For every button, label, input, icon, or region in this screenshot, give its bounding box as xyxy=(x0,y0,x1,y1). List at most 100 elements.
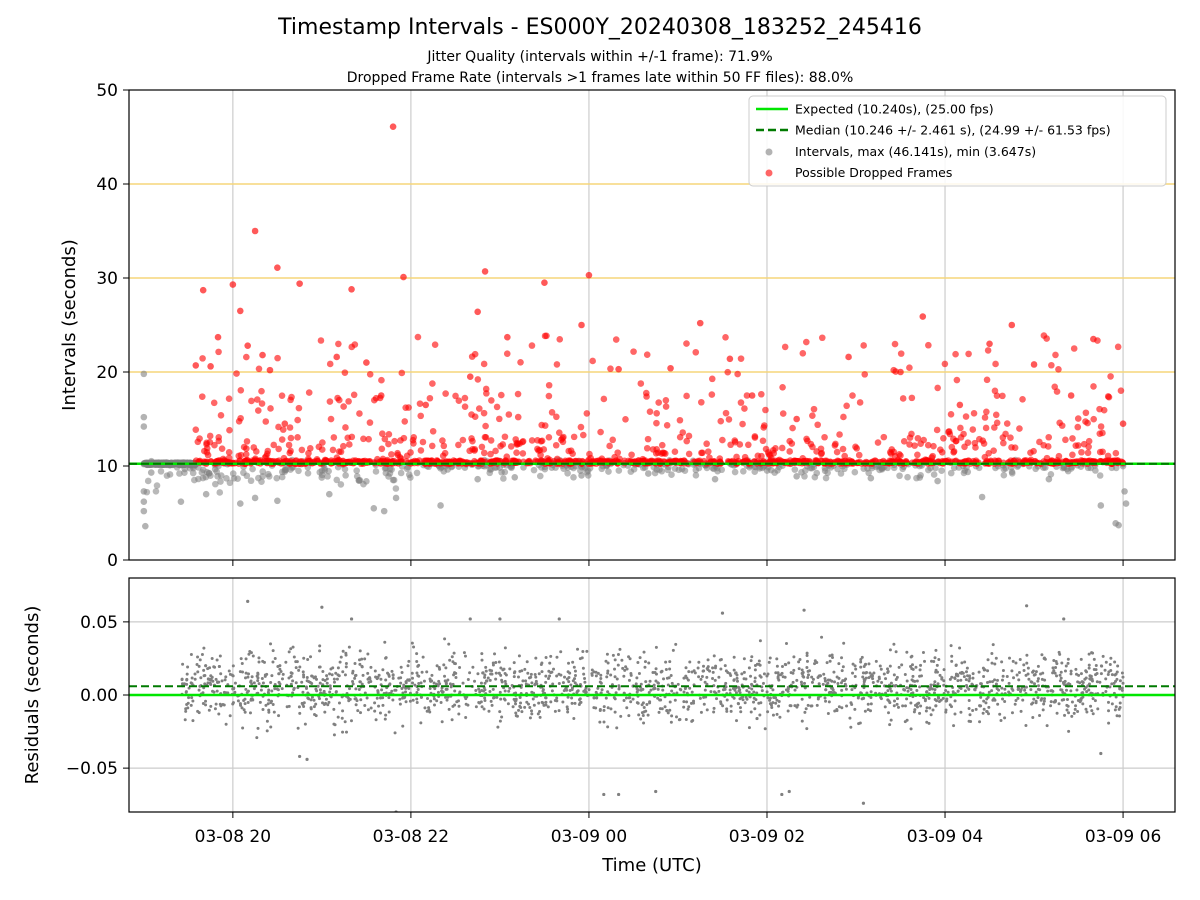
dropped-frame-point xyxy=(1011,444,1019,452)
interval-point xyxy=(1092,467,1099,474)
residual-point xyxy=(1066,661,1070,665)
residual-point xyxy=(784,663,788,667)
dropped-frame-point xyxy=(280,454,288,462)
legend-intervals-swatch xyxy=(765,148,773,156)
residual-point xyxy=(1069,689,1073,693)
residual-point xyxy=(1118,701,1122,705)
dropped-frame-point xyxy=(1015,457,1022,464)
dropped-frame-point xyxy=(703,440,710,448)
residual-point xyxy=(204,699,208,703)
interval-point xyxy=(1115,521,1122,529)
residual-point xyxy=(911,667,915,671)
dropped-frame-point xyxy=(1097,423,1105,430)
dropped-frame-point xyxy=(861,371,869,378)
dropped-frame-point xyxy=(880,433,888,441)
residual-point xyxy=(258,700,262,704)
residual-point xyxy=(296,726,300,730)
residual-point xyxy=(1015,673,1019,677)
residual-point xyxy=(1054,666,1058,670)
residual-point xyxy=(979,682,983,686)
residual-point xyxy=(1106,673,1110,677)
residual-point xyxy=(553,699,557,703)
interval-point xyxy=(142,522,149,530)
residual-point xyxy=(1076,709,1080,713)
dropped-frame-point xyxy=(983,376,991,384)
residual-point xyxy=(277,680,281,684)
dropped-frame-point xyxy=(637,380,645,387)
interval-point xyxy=(342,472,349,479)
dropped-frame-point xyxy=(855,451,863,459)
dropped-frame-point xyxy=(841,452,848,460)
residual-point xyxy=(289,647,293,651)
residual-point xyxy=(1043,678,1047,682)
dropped-frame-point xyxy=(583,410,591,417)
residual-point xyxy=(615,726,619,730)
residual-point xyxy=(642,706,646,710)
residual-point xyxy=(358,662,362,666)
residual-point xyxy=(1118,687,1122,691)
interval-point xyxy=(598,465,606,473)
interval-point xyxy=(333,476,341,484)
residual-point xyxy=(427,706,431,710)
residual-point xyxy=(968,676,972,680)
residual-point xyxy=(871,681,875,685)
dropped-frame-point xyxy=(1085,437,1093,445)
residual-point xyxy=(393,688,397,692)
residual-point xyxy=(1073,707,1077,711)
dropped-frame-point xyxy=(836,431,843,438)
residual-point xyxy=(753,679,757,683)
interval-point xyxy=(1000,465,1008,473)
dropped-frame-point xyxy=(253,448,260,455)
residual-point xyxy=(1091,697,1095,701)
dropped-frame-point xyxy=(285,441,293,449)
residual-point xyxy=(627,696,631,700)
residual-point xyxy=(1095,680,1099,684)
residual-point xyxy=(1104,690,1108,694)
residual-point xyxy=(1109,669,1113,673)
dropped-frame-point xyxy=(507,443,515,450)
residual-point xyxy=(986,669,990,673)
interval-point xyxy=(140,413,148,421)
dropped-frame-point xyxy=(553,361,561,368)
dropped-frame-point xyxy=(274,264,281,271)
dropped-frame-point xyxy=(992,360,999,368)
residual-point xyxy=(791,680,795,684)
residual-point xyxy=(358,649,362,653)
dropped-frame-point xyxy=(270,441,278,449)
residual-point xyxy=(606,706,610,710)
dropped-frame-point xyxy=(219,455,227,463)
residual-point xyxy=(380,688,384,692)
residual-point xyxy=(910,654,914,658)
dropped-frame-point xyxy=(1040,332,1048,339)
interval-point xyxy=(692,466,700,474)
residual-point xyxy=(584,691,588,695)
residual-point xyxy=(767,660,771,664)
residual-point xyxy=(648,700,652,704)
residual-point xyxy=(468,617,472,621)
residual-point xyxy=(953,677,957,681)
residual-point xyxy=(415,690,419,694)
residual-point xyxy=(1008,656,1012,660)
dropped-frame-point xyxy=(543,332,550,340)
residual-point xyxy=(497,671,501,675)
residual-point xyxy=(494,671,498,675)
residual-point xyxy=(960,661,964,665)
residual-point xyxy=(256,679,260,683)
dropped-frame-point xyxy=(1082,418,1089,425)
residual-point xyxy=(836,682,840,686)
residual-point xyxy=(668,708,672,712)
residual-point xyxy=(950,705,954,709)
dropped-frame-point xyxy=(706,454,713,461)
residual-point xyxy=(936,682,940,686)
residual-point xyxy=(390,669,394,673)
residual-point xyxy=(402,683,406,687)
dropped-frame-point xyxy=(379,430,386,438)
residual-point xyxy=(332,733,336,737)
dropped-frame-point xyxy=(587,454,594,462)
residual-point xyxy=(1033,682,1037,686)
residual-point xyxy=(967,706,971,710)
residual-point xyxy=(684,718,688,722)
residual-point xyxy=(801,671,805,675)
dropped-frame-point xyxy=(474,376,482,383)
residual-point xyxy=(294,666,298,670)
